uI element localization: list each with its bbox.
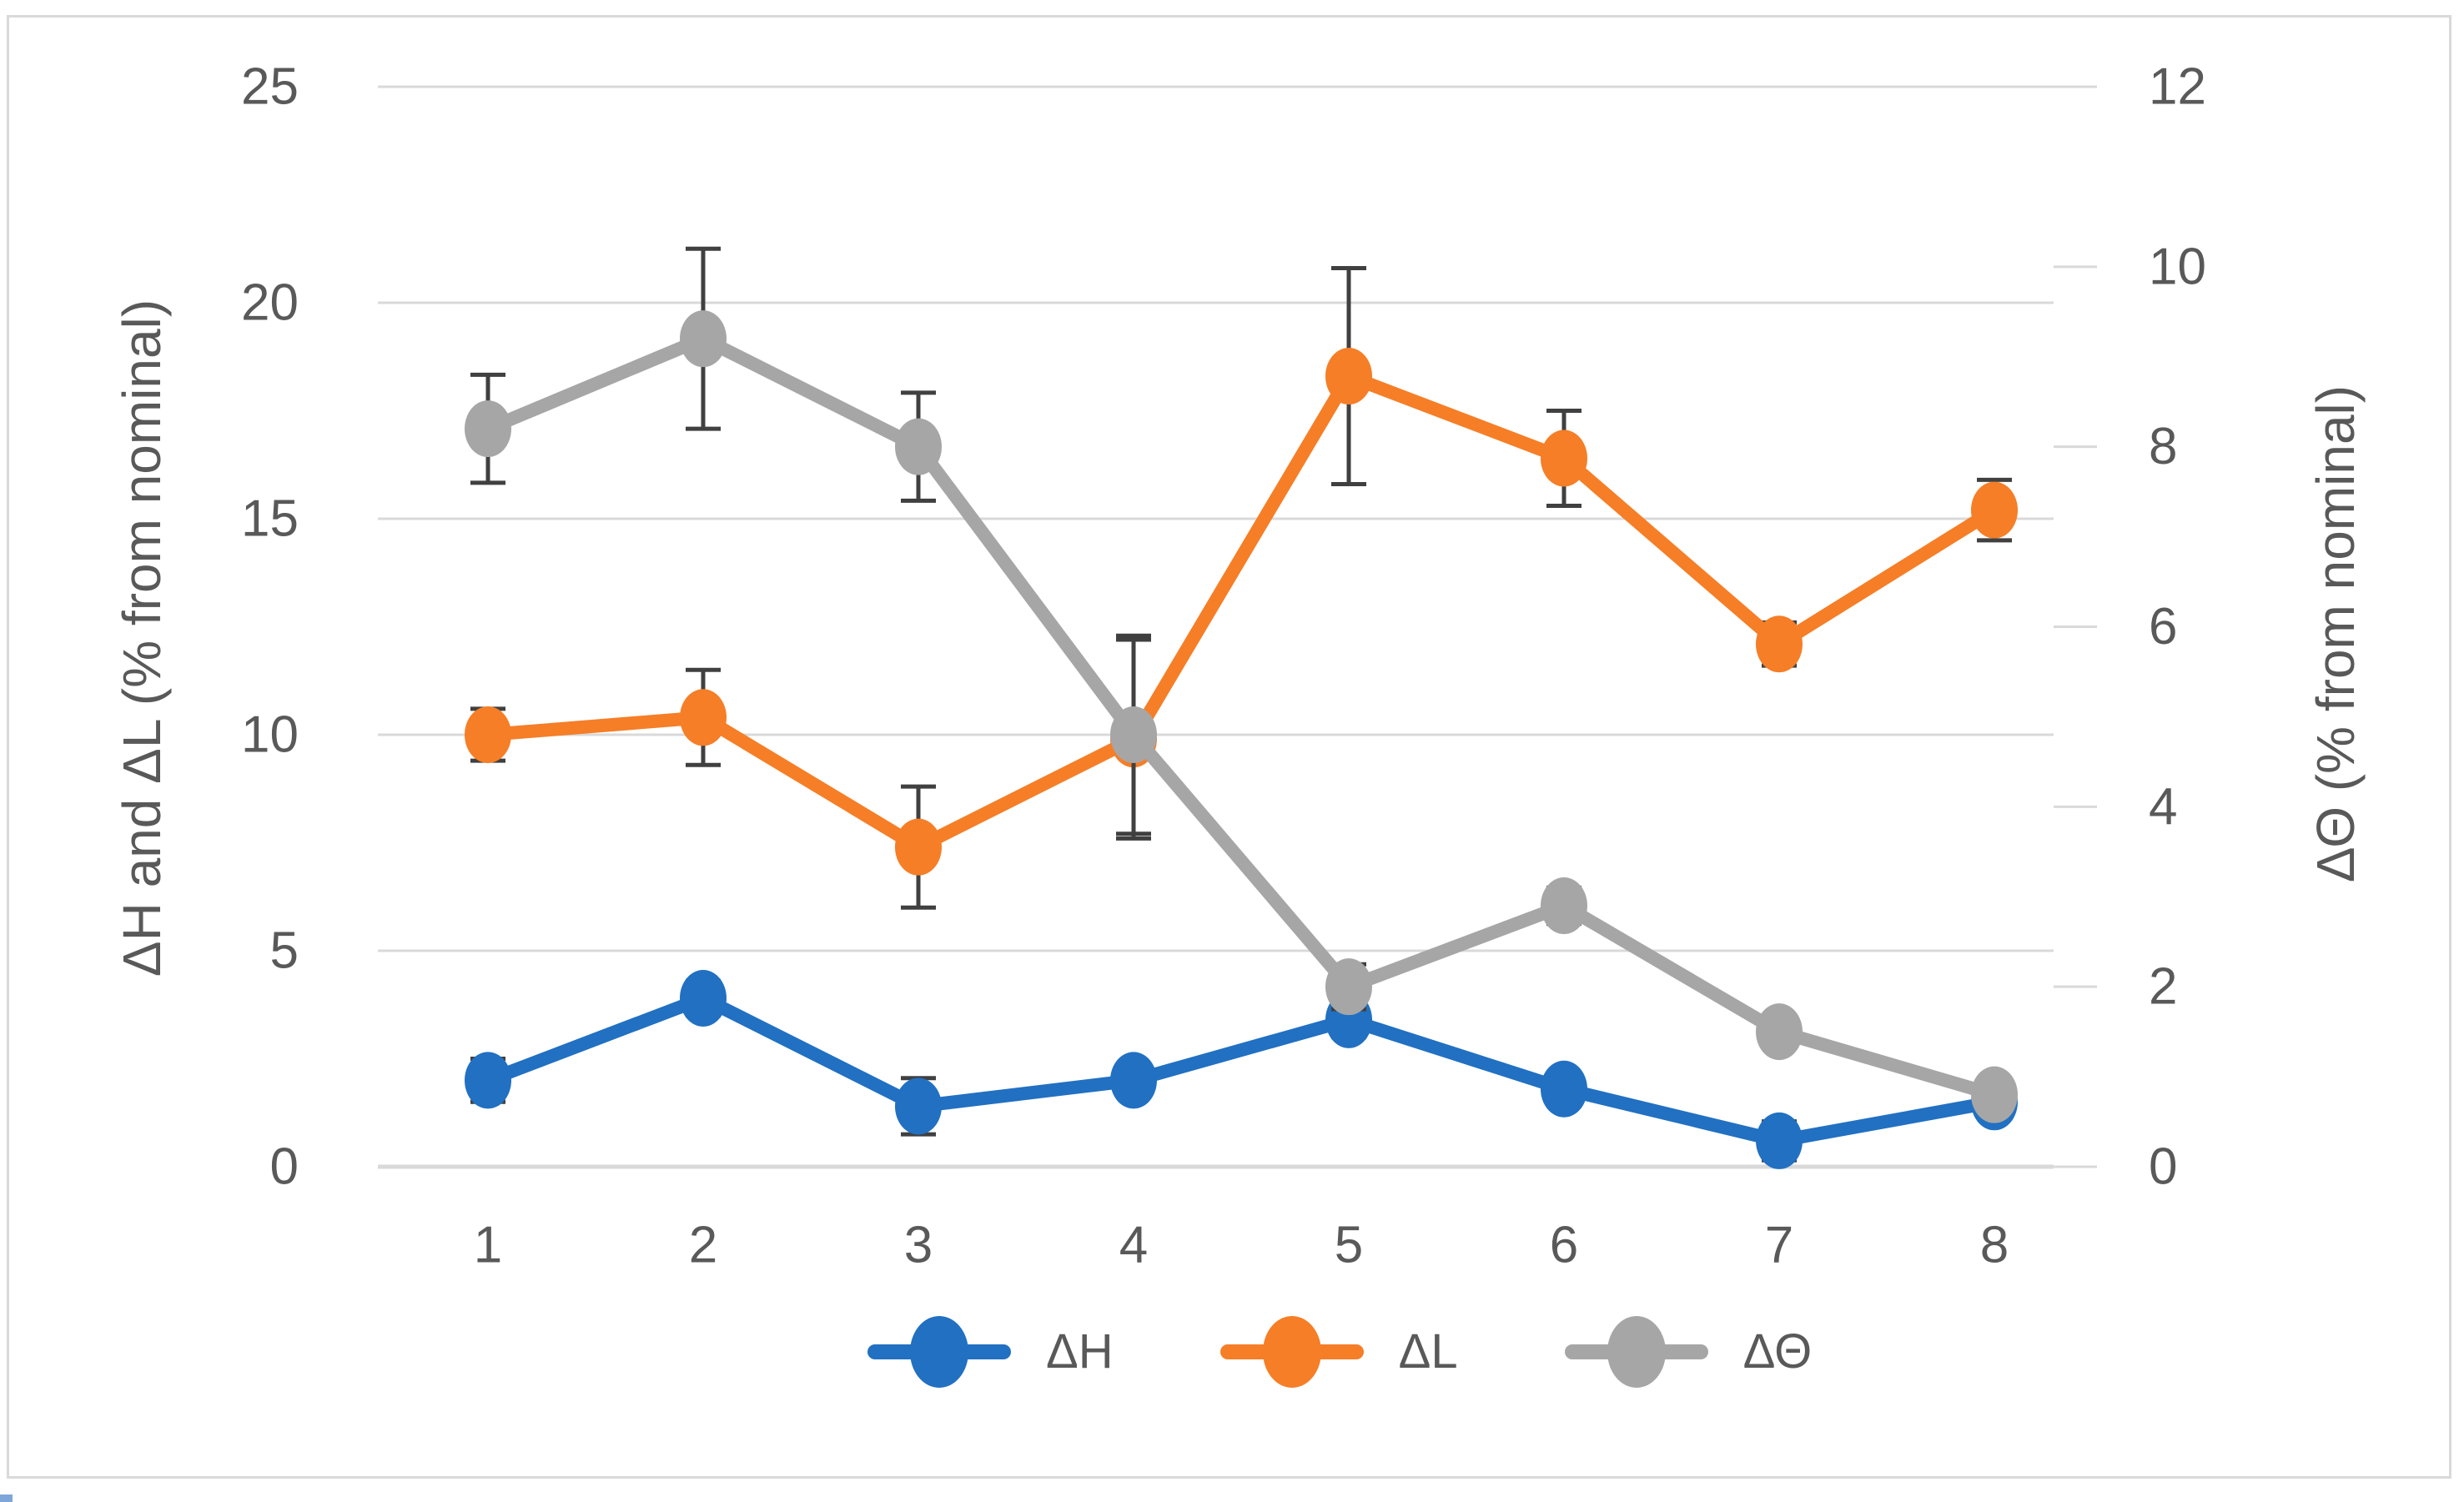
left-axis-tick-label: 25: [241, 58, 299, 116]
right-axis-tick-label: 10: [2149, 238, 2206, 295]
marker-ΔH-x1: [465, 1052, 511, 1109]
marker-ΔL-x8: [1971, 481, 2018, 539]
x-axis-tick-label: 2: [689, 1217, 717, 1274]
right-axis-title: ΔΘ (% from nominal): [2306, 384, 2366, 883]
dtheta-series-swatch-icon: [1564, 1316, 1708, 1388]
right-axis-tick-label: 4: [2149, 778, 2177, 836]
right-axis-tick-label: 12: [2149, 58, 2206, 116]
marker-ΔL-x1: [465, 706, 511, 763]
x-axis-tick-label: 4: [1119, 1217, 1148, 1274]
series-line-ΔΘ: [481, 332, 2001, 1102]
x-axis-tick-label: 8: [1980, 1217, 2009, 1274]
legend-item-dtheta: ΔΘ: [1564, 1316, 1813, 1388]
marker-ΔL-x6: [1541, 430, 1587, 487]
marker-ΔΘ-x2: [680, 310, 727, 368]
legend-item-dh: ΔH: [867, 1316, 1114, 1388]
marker-ΔH-x2: [680, 969, 727, 1027]
left-axis-tick-label: 5: [270, 922, 299, 980]
marker-ΔL-x5: [1325, 348, 1372, 405]
marker-ΔL-x3: [895, 818, 942, 876]
right-axis-tick-label: 2: [2149, 958, 2177, 1016]
right-axis-tick-label: 6: [2149, 598, 2177, 656]
left-axis-tick-label: 10: [241, 706, 299, 764]
marker-ΔΘ-x5: [1325, 958, 1372, 1016]
marker-ΔΘ-x1: [465, 400, 511, 458]
marker-ΔΘ-x3: [895, 418, 942, 475]
marker-ΔH-x7: [1756, 1112, 1803, 1169]
corner-artifact: [0, 1494, 13, 1502]
dl-series-swatch-icon: [1219, 1316, 1364, 1388]
legend-label-dl: ΔL: [1398, 1324, 1458, 1379]
figure-border: [7, 15, 2451, 1479]
series-line-ΔH: [481, 991, 2001, 1148]
dh-series-swatch-icon: [867, 1316, 1011, 1388]
marker-ΔH-x3: [895, 1078, 942, 1135]
right-axis-tick-label: 8: [2149, 418, 2177, 475]
marker-ΔL-x2: [680, 689, 727, 746]
x-axis-tick-label: 3: [904, 1217, 933, 1274]
left-axis-tick-label: 15: [241, 490, 299, 548]
marker-ΔΘ-x8: [1971, 1066, 2018, 1123]
marker-ΔH-x4: [1110, 1052, 1157, 1109]
marker-ΔL-x7: [1756, 615, 1803, 673]
x-axis-tick-label: 7: [1765, 1217, 1793, 1274]
x-axis-tick-label: 6: [1550, 1217, 1578, 1274]
left-axis-title: ΔH and ΔL (% from nominal): [112, 299, 172, 977]
x-axis-tick-label: 1: [474, 1217, 502, 1274]
legend-label-dh: ΔH: [1046, 1324, 1114, 1379]
marker-ΔΘ-x6: [1541, 877, 1587, 935]
marker-ΔH-x6: [1541, 1060, 1587, 1118]
legend-label-dtheta: ΔΘ: [1742, 1324, 1813, 1379]
legend-item-dl: ΔL: [1219, 1316, 1458, 1388]
chart-legend: ΔH ΔL ΔΘ: [867, 1316, 1918, 1388]
series-line-ΔL: [481, 369, 2001, 854]
left-axis-tick-label: 20: [241, 274, 299, 332]
left-axis-tick-label: 0: [270, 1138, 299, 1196]
marker-ΔΘ-x4: [1110, 706, 1157, 763]
marker-ΔΘ-x7: [1756, 1003, 1803, 1061]
x-axis-tick-label: 5: [1335, 1217, 1363, 1274]
right-axis-tick-label: 0: [2149, 1138, 2177, 1196]
